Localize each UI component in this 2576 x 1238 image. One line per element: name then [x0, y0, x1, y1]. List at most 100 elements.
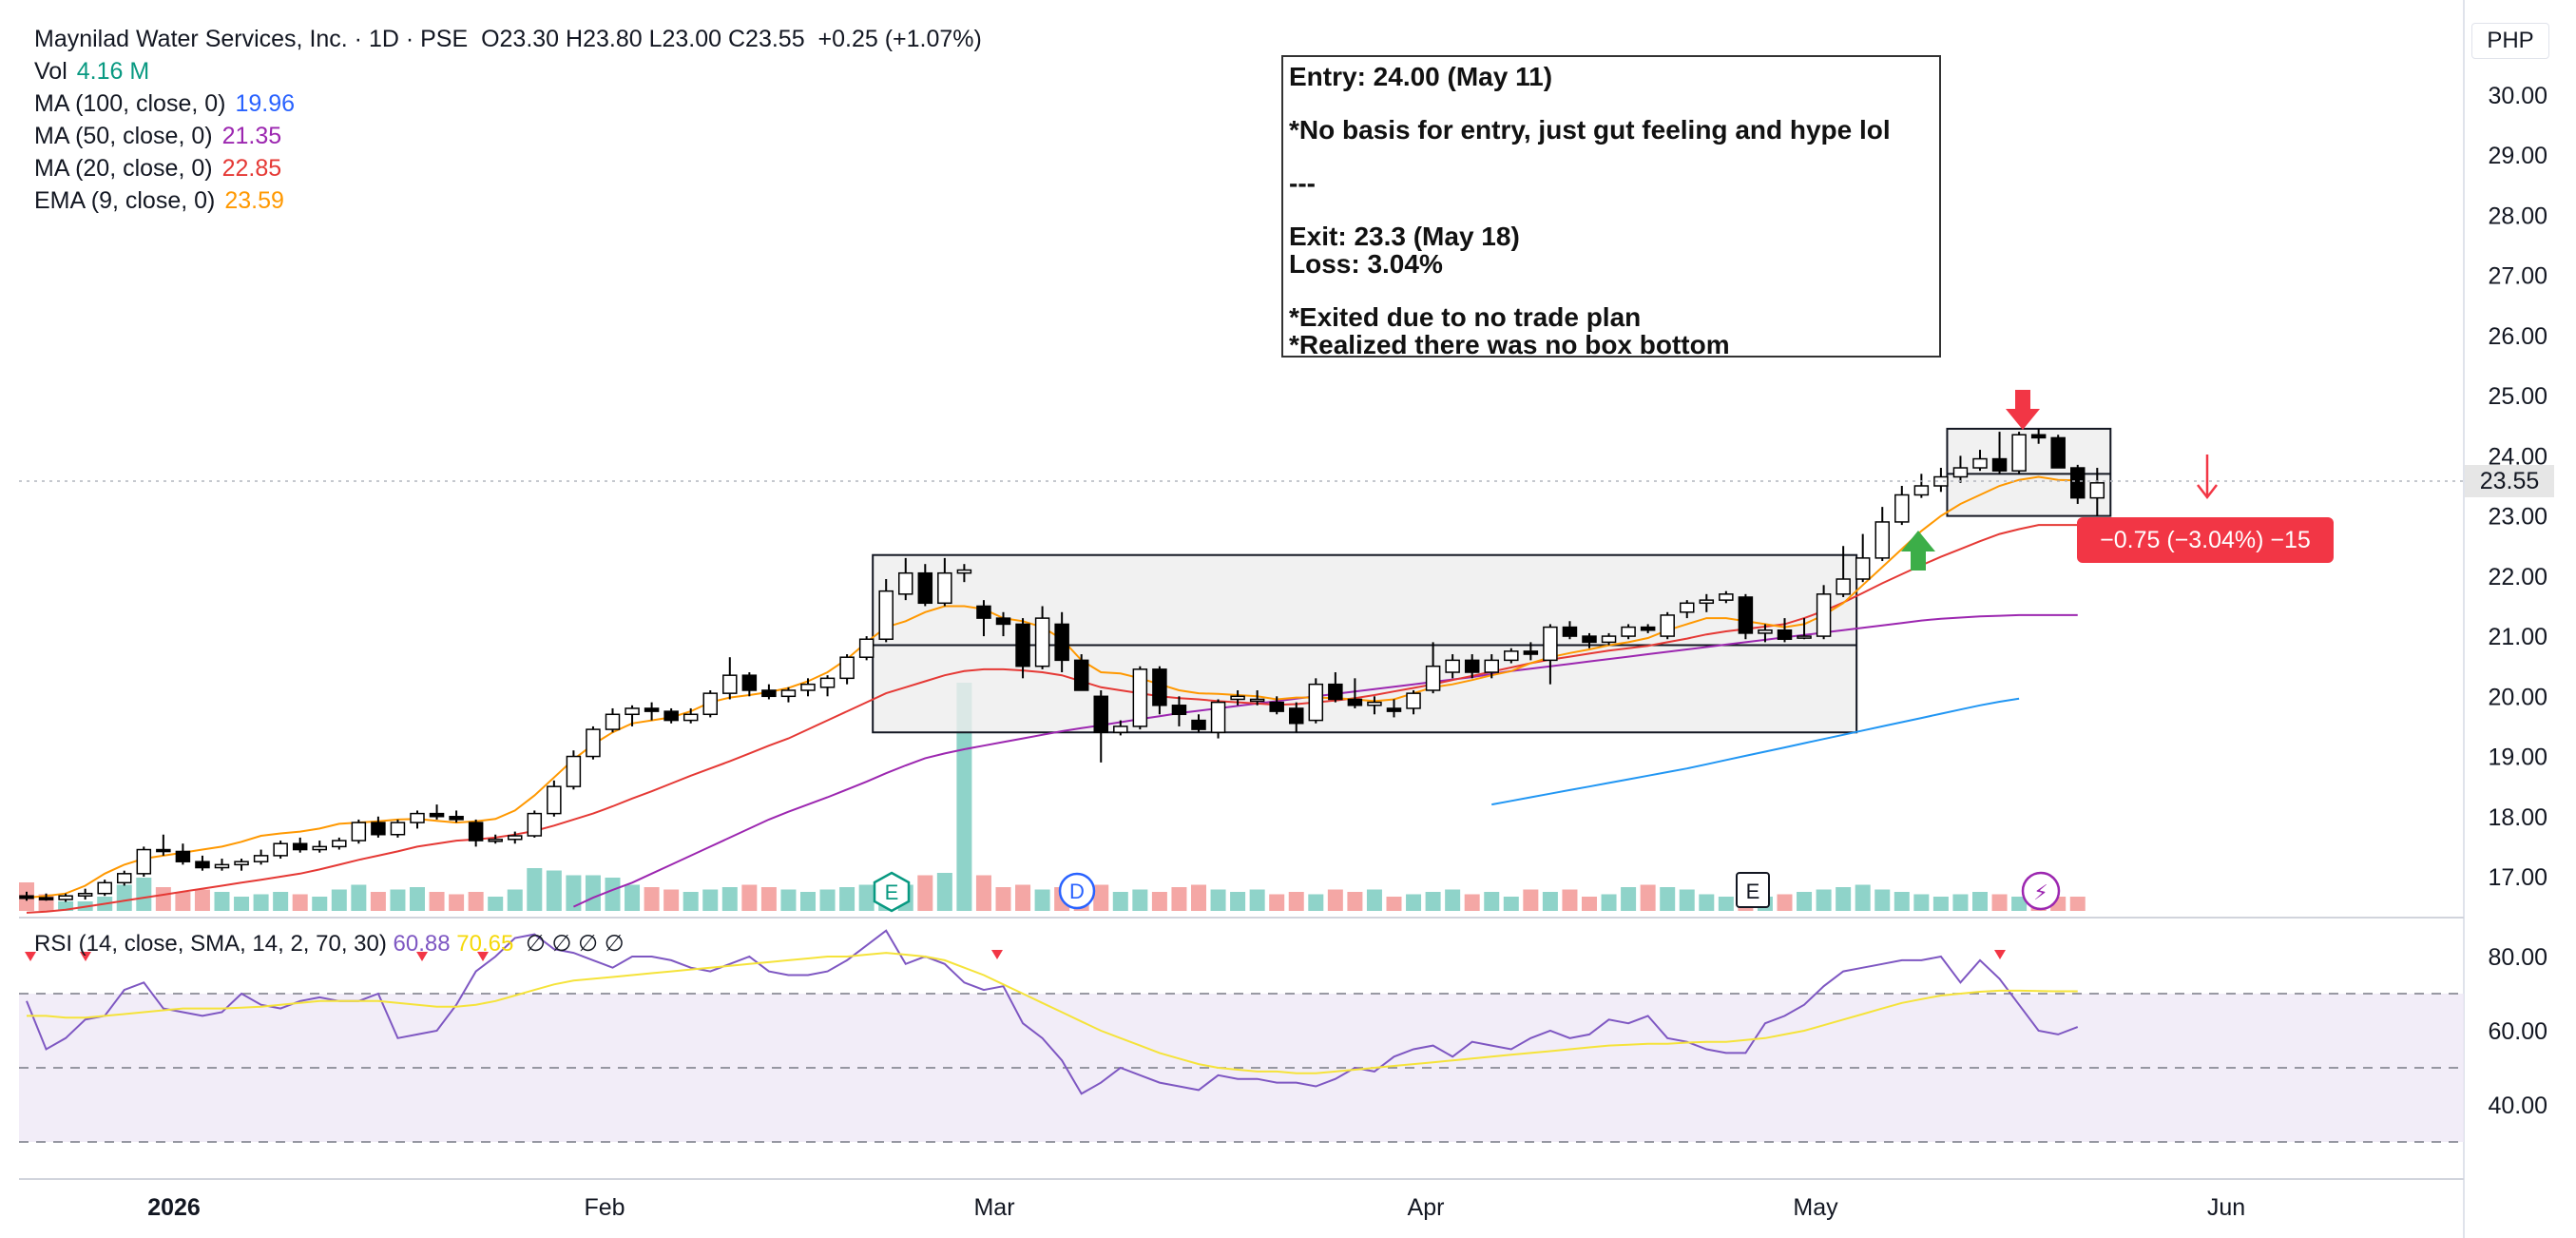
price-change: +0.25 (+1.07%) [817, 26, 982, 52]
volume-bar [370, 892, 386, 911]
candle-body [1367, 701, 1382, 706]
buy-arrow-icon [1901, 531, 1935, 571]
rsi-pane [19, 929, 2464, 1143]
down-arrow-icon [2197, 455, 2218, 500]
candle-body [819, 677, 836, 688]
note-exit-reason-2: *Realized there was no box bottom [1289, 330, 1730, 359]
candle-body [1621, 626, 1636, 637]
candle-body [547, 785, 562, 815]
ma20-line [26, 524, 2078, 914]
rsi-axis[interactable]: 80.00 60.00 40.00 [2488, 944, 2547, 1119]
candle-body [1680, 602, 1695, 613]
volume-bar [1406, 894, 1422, 911]
currency-button[interactable]: PHP [2471, 23, 2549, 59]
symbol-header[interactable]: Maynilad Water Services, Inc. · 1D · PSE… [34, 23, 982, 55]
volume-bar [429, 892, 445, 911]
indicator-ma20[interactable]: MA (20, close, 0) 22.85 [34, 152, 982, 184]
candle-body [1347, 698, 1363, 706]
rsi-tick-label: 40.00 [2488, 1093, 2547, 1119]
trade-note[interactable]: Entry: 24.00 (May 11) *No basis for entr… [1281, 55, 1941, 358]
candle-body [898, 571, 913, 595]
last-price-tag: 23.55 [2465, 465, 2554, 497]
indicator-ma100[interactable]: MA (100, close, 0) 19.96 [34, 87, 982, 120]
candle-body [956, 569, 972, 574]
candle-body [77, 892, 93, 897]
dividend-marker-icon[interactable]: D [1058, 872, 1096, 910]
position-pnl-label: −0.75 (−3.04%) −15 [2077, 517, 2334, 563]
volume-bar [956, 683, 972, 911]
sell-arrow-icon [2006, 390, 2040, 430]
volume-bar [1191, 884, 1206, 911]
indicator-ma50[interactable]: MA (50, close, 0) 21.35 [34, 120, 982, 152]
candle-body [1269, 701, 1284, 712]
volume-bar [1991, 894, 2008, 911]
volume-bar [527, 868, 543, 911]
rsi-line [26, 929, 2079, 1095]
volume-bar [1132, 889, 1148, 911]
candle-body [1874, 521, 1890, 559]
volume-bar [1718, 897, 1734, 911]
volume-bar [136, 878, 152, 911]
volume-bar [917, 875, 933, 911]
time-tick-label: 2026 [147, 1194, 201, 1221]
candle-body [1406, 692, 1421, 709]
volume-bar [1503, 897, 1519, 911]
rsi-label: RSI (14, close, SMA, 14, 2, 70, 30) [34, 931, 387, 957]
volume-bar [273, 892, 289, 911]
candle-body [1582, 635, 1597, 644]
volume-bar [488, 897, 504, 911]
price-tick-label: 17.00 [2488, 864, 2547, 891]
volume-bar [1816, 889, 1832, 911]
price-tick-label: 29.00 [2488, 143, 2547, 169]
volume-bar [858, 884, 875, 911]
candle-body [1191, 719, 1206, 730]
candle-body [995, 617, 1011, 626]
indicator-label: MA (100, close, 0) [34, 90, 226, 117]
volume-bar [1249, 889, 1265, 911]
entry-box [1946, 427, 2112, 517]
volume-bar [2069, 897, 2086, 911]
volume-bar [800, 892, 816, 911]
note-entry: Entry: 24.00 (May 11) [1289, 62, 1553, 91]
candle-body [2011, 434, 2027, 472]
volume-bar [1699, 894, 1715, 911]
volume-bar [214, 892, 230, 911]
earnings-marker-icon[interactable]: E [1736, 872, 1770, 908]
indicator-label: MA (20, close, 0) [34, 155, 213, 182]
price-tick-label: 30.00 [2488, 83, 2547, 109]
volume-bar [566, 875, 582, 911]
candle-body [1152, 668, 1167, 706]
candle-body [488, 839, 503, 842]
candle-body [214, 863, 230, 869]
earnings-marker-icon[interactable]: E [873, 871, 911, 913]
volume-bar [1327, 889, 1343, 911]
volume-bar [1386, 897, 1402, 911]
candle-body [605, 713, 621, 730]
volume-bar [1972, 892, 1988, 911]
volume-bar [1034, 889, 1050, 911]
time-axis[interactable]: 2026 Feb Mar Apr May Jun [147, 1194, 2245, 1221]
volume-bars [19, 683, 2086, 911]
candle-body [195, 861, 210, 869]
volume-bar [995, 887, 1011, 911]
price-axis[interactable]: 30.0029.0028.0027.0026.0025.0024.0023.00… [2488, 83, 2547, 891]
volume-bar [839, 887, 855, 911]
volume-bar [1288, 892, 1304, 911]
volume-bar [116, 884, 132, 911]
candle-body [663, 710, 679, 722]
candle-body [2030, 434, 2047, 439]
lightning-event-icon[interactable]: ⚡ [2021, 871, 2061, 911]
volume-bar [1308, 894, 1324, 911]
candle-body [1386, 707, 1402, 712]
rsi-tick-label: 80.00 [2488, 944, 2547, 971]
note-exit: Exit: 23.3 (May 18) [1289, 222, 1520, 251]
indicator-volume[interactable]: Vol 4.16 M [34, 55, 982, 87]
indicator-ema9[interactable]: EMA (9, close, 0) 23.59 [34, 184, 982, 217]
volume-bar [292, 894, 308, 911]
volume-bar [449, 894, 465, 911]
rsi-legend[interactable]: RSI (14, close, SMA, 14, 2, 70, 30) 60.8… [34, 930, 625, 958]
volume-bar [1679, 889, 1695, 911]
volume-bar [1913, 894, 1930, 911]
volume-bar [1640, 884, 1656, 911]
candle-body [1054, 623, 1069, 662]
